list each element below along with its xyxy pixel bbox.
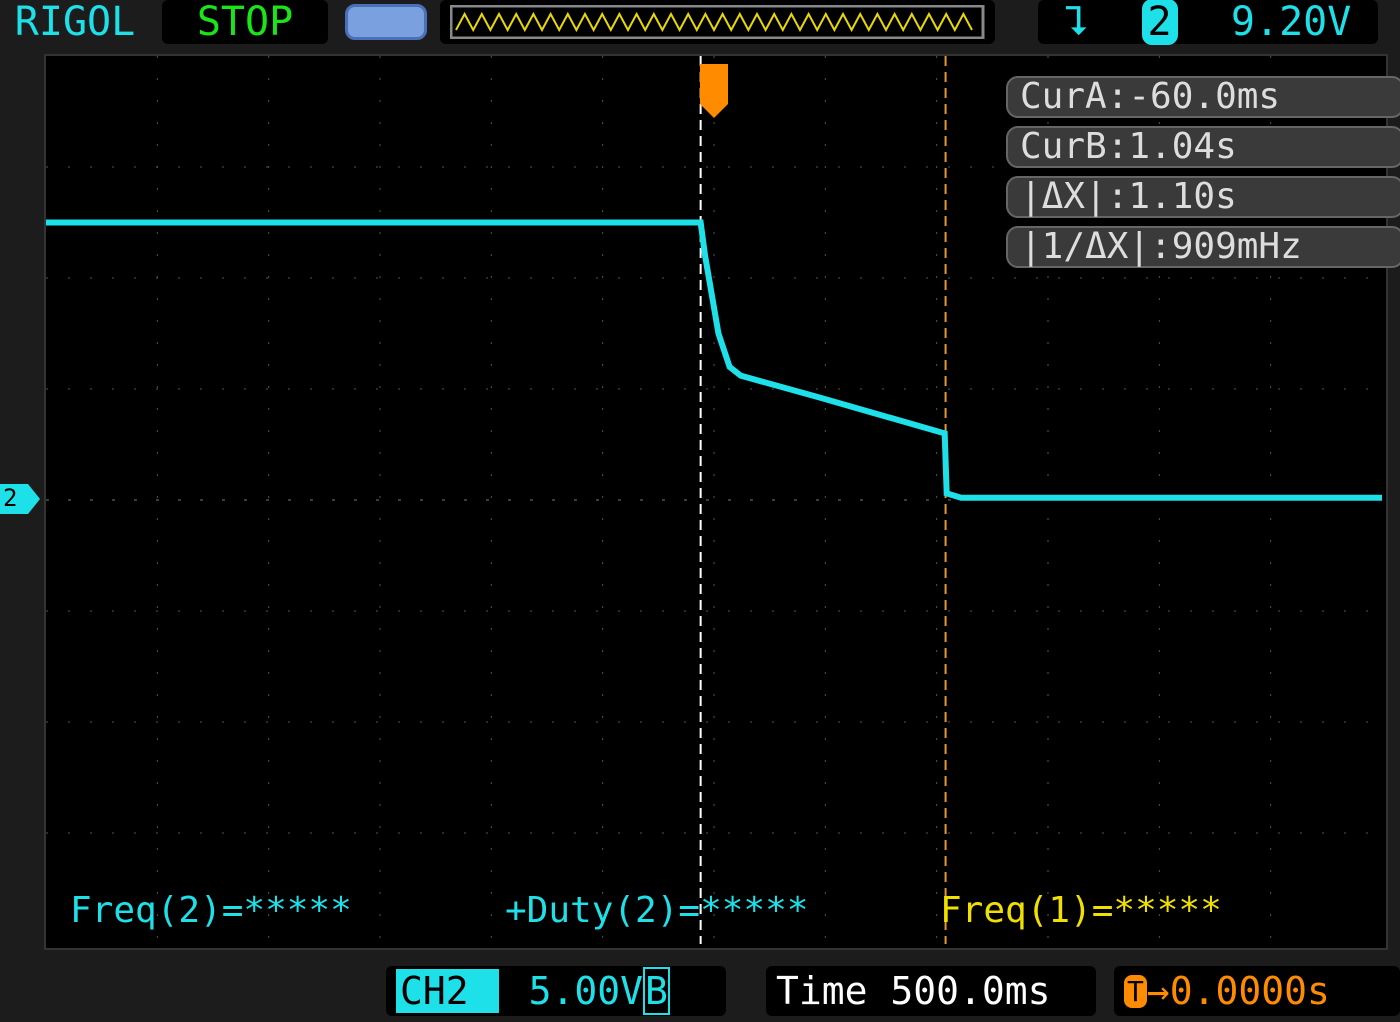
trigger-level: 9.20V — [1230, 0, 1352, 45]
graticule — [46, 56, 1382, 944]
cursor-b-readout: CurB:1.04s — [1006, 126, 1400, 168]
volts-per-div: 5.00V — [528, 969, 644, 1013]
memory-depth-icon — [345, 4, 427, 40]
trigger-source: 2 — [1141, 0, 1178, 45]
measurement-freq1: Freq(1)=***** — [940, 890, 1222, 931]
overview-wave-icon — [450, 5, 985, 39]
timebase-scale[interactable]: Time 500.0ms — [766, 966, 1096, 1016]
inverse-delta-x-readout: |1/ΔX|:909mHz — [1006, 226, 1400, 268]
waveform-overview — [440, 0, 995, 44]
channel2-scale[interactable]: CH2 5.00V B — [386, 966, 726, 1016]
channel2-ground-marker[interactable]: 2 — [0, 484, 40, 514]
channel-label: CH2 — [396, 969, 499, 1013]
cursor-a-readout: CurA:-60.0ms — [1006, 76, 1400, 118]
delta-x-readout: |ΔX|:1.10s — [1006, 176, 1400, 218]
brand-logo: RIGOL — [0, 0, 150, 45]
trigger-offset-value: 0.0000s — [1169, 969, 1330, 1013]
trigger-position-marker — [700, 64, 728, 118]
measurement-duty2: +Duty(2)=***** — [505, 890, 809, 931]
trigger-icon: T — [1124, 974, 1147, 1008]
bandwidth-limit-icon: B — [643, 967, 670, 1015]
trigger-offset[interactable]: T → 0.0000s — [1114, 966, 1400, 1016]
run-state[interactable]: STOP — [162, 0, 328, 45]
falling-edge-icon: ⮧ — [1064, 0, 1089, 45]
trigger-status[interactable]: ⮧ 2 9.20V — [1038, 0, 1378, 45]
measurement-freq2: Freq(2)=***** — [70, 890, 352, 931]
waveform-display: CurA:-60.0ms CurB:1.04s |ΔX|:1.10s |1/ΔX… — [44, 54, 1400, 950]
channel2-trace — [46, 219, 1382, 501]
